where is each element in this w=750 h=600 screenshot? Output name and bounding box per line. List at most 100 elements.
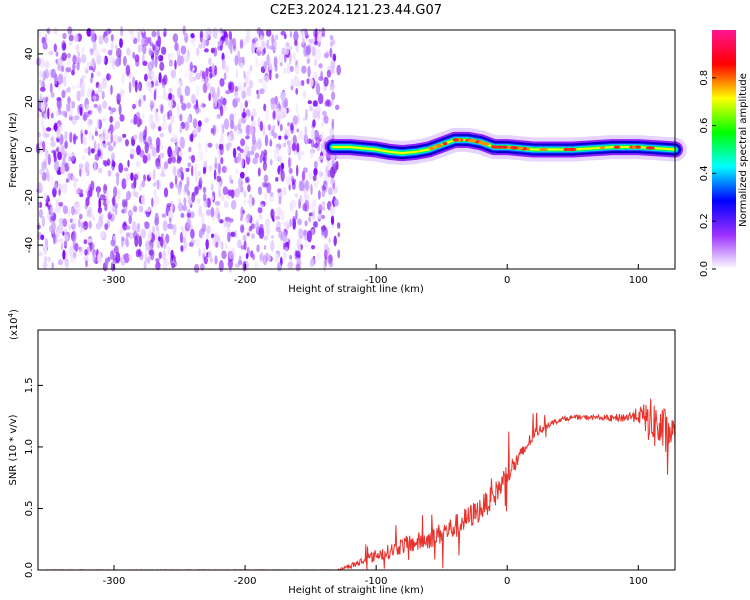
noise-speckle bbox=[160, 32, 163, 37]
signal-peak bbox=[452, 138, 459, 142]
noise-speckle bbox=[138, 183, 143, 192]
noise-speckle bbox=[217, 40, 223, 46]
noise-speckle bbox=[259, 35, 264, 43]
noise-speckle bbox=[198, 248, 201, 257]
noise-speckle bbox=[241, 112, 247, 118]
noise-speckle bbox=[66, 152, 72, 157]
noise-speckle bbox=[81, 81, 86, 90]
noise-speckle bbox=[180, 45, 187, 55]
noise-speckle bbox=[47, 256, 51, 263]
noise-speckle bbox=[267, 124, 271, 131]
noise-speckle bbox=[106, 141, 112, 146]
noise-speckle bbox=[214, 255, 218, 265]
noise-speckle bbox=[104, 223, 109, 231]
noise-speckle bbox=[125, 64, 131, 77]
noise-speckle bbox=[331, 91, 336, 101]
snr-y-axis: 0.0 0.5 1.0 1.5 bbox=[24, 377, 43, 578]
noise-speckle bbox=[67, 86, 71, 93]
noise-speckle bbox=[237, 177, 243, 187]
x-tick-label: 0 bbox=[504, 576, 510, 587]
noise-speckle bbox=[219, 105, 224, 117]
noise-speckle bbox=[51, 262, 54, 270]
noise-speckle bbox=[99, 212, 104, 221]
noise-speckle bbox=[223, 72, 227, 81]
noise-speckle bbox=[138, 235, 142, 248]
noise-speckle bbox=[118, 162, 124, 173]
noise-speckle bbox=[205, 233, 209, 240]
spectrogram-y-label: Frequency (Hz) bbox=[8, 112, 19, 188]
noise-speckle bbox=[227, 189, 234, 197]
noise-speckle bbox=[203, 256, 208, 265]
noise-speckle bbox=[335, 104, 340, 111]
noise-speckle bbox=[333, 235, 337, 247]
noise-speckle bbox=[91, 135, 95, 141]
noise-speckle bbox=[245, 253, 249, 260]
noise-speckle bbox=[323, 76, 329, 87]
noise-speckle bbox=[144, 141, 149, 154]
noise-speckle bbox=[104, 204, 108, 212]
noise-speckle bbox=[103, 183, 107, 195]
noise-speckle bbox=[71, 117, 78, 125]
noise-speckle bbox=[40, 86, 46, 92]
y-tick-label: -20 bbox=[24, 189, 35, 205]
noise-speckle bbox=[85, 103, 90, 112]
snr-frame bbox=[37, 329, 676, 571]
noise-speckle bbox=[240, 138, 246, 147]
noise-speckle bbox=[221, 250, 227, 260]
noise-speckle bbox=[58, 201, 63, 207]
noise-speckle bbox=[295, 250, 301, 258]
noise-speckle bbox=[190, 36, 196, 44]
noise-speckle bbox=[321, 115, 326, 121]
noise-speckle bbox=[259, 252, 264, 262]
noise-speckle bbox=[123, 167, 129, 172]
noise-speckle bbox=[235, 69, 239, 79]
noise-speckle bbox=[244, 176, 249, 183]
noise-speckle bbox=[192, 118, 198, 129]
noise-speckle bbox=[121, 178, 127, 190]
noise-speckle bbox=[162, 113, 166, 123]
noise-speckle bbox=[284, 97, 289, 110]
signal-peak bbox=[613, 145, 621, 149]
noise-speckle bbox=[280, 90, 286, 102]
noise-speckle bbox=[259, 120, 263, 132]
noise-speckle bbox=[256, 244, 260, 253]
noise-speckle bbox=[168, 92, 173, 101]
noise-speckle bbox=[254, 152, 260, 159]
noise-speckle bbox=[315, 83, 321, 96]
noise-speckle bbox=[247, 213, 251, 222]
noise-speckle bbox=[50, 175, 54, 185]
noise-speckle bbox=[287, 261, 293, 270]
noise-speckle bbox=[184, 54, 190, 63]
y-tick-label: 0 bbox=[24, 146, 35, 152]
noise-speckle bbox=[185, 167, 190, 172]
noise-speckle bbox=[88, 130, 94, 142]
noise-speckle bbox=[58, 183, 63, 191]
noise-speckle bbox=[304, 27, 308, 37]
noise-speckle bbox=[198, 177, 203, 188]
noise-speckle bbox=[243, 38, 246, 47]
noise-speckle bbox=[256, 27, 262, 35]
y-tick-label: -40 bbox=[24, 237, 35, 253]
noise-speckle bbox=[284, 47, 289, 56]
noise-speckle bbox=[227, 134, 232, 143]
noise-speckle bbox=[130, 148, 136, 155]
noise-speckle bbox=[195, 72, 201, 80]
noise-speckle bbox=[135, 249, 140, 258]
noise-speckle bbox=[170, 53, 175, 58]
noise-speckle bbox=[325, 99, 331, 106]
noise-speckle bbox=[174, 59, 177, 70]
noise-speckle bbox=[220, 193, 225, 201]
noise-speckle bbox=[278, 231, 283, 239]
x-tick-label: -100 bbox=[365, 275, 388, 286]
noise-speckle bbox=[143, 260, 147, 270]
noise-speckle bbox=[138, 226, 142, 239]
noise-speckle bbox=[62, 205, 68, 215]
noise-speckle bbox=[168, 122, 172, 135]
noise-speckle bbox=[198, 43, 203, 49]
noise-speckle bbox=[112, 206, 115, 213]
noise-speckle bbox=[84, 129, 88, 135]
noise-speckle bbox=[318, 204, 323, 213]
noise-speckle bbox=[269, 191, 274, 198]
noise-speckle bbox=[254, 42, 259, 48]
noise-speckle bbox=[244, 75, 249, 85]
